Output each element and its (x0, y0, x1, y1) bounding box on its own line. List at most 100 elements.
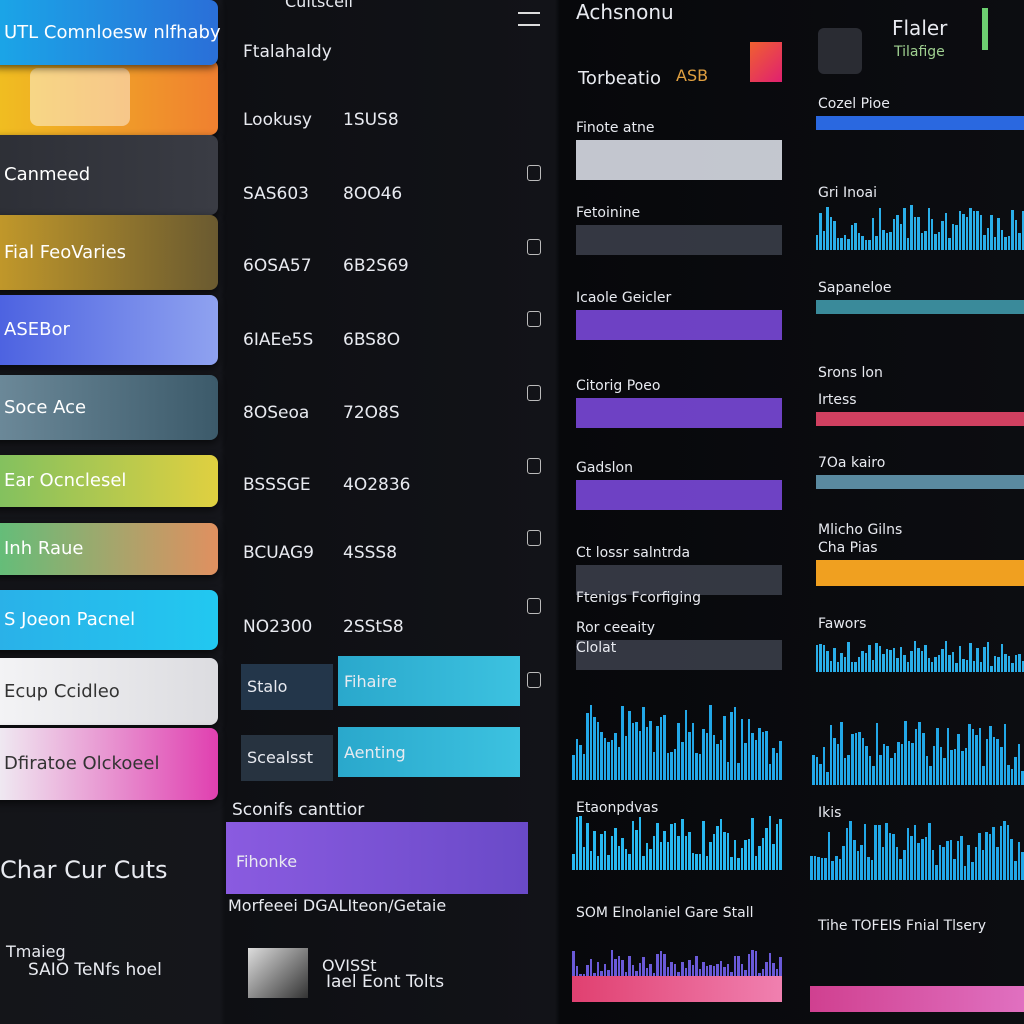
bar-shape (716, 826, 719, 870)
bar-shape (744, 839, 747, 870)
bar-shape (586, 965, 589, 980)
bar-shape (698, 754, 702, 780)
sidebar-button[interactable]: Inh Raue (0, 523, 218, 575)
card-title: Gadslon (576, 460, 633, 476)
sidebar-label: UTL Comnloesw nlfhaby (4, 21, 221, 43)
bar-shape (899, 858, 903, 880)
bar-shape (603, 830, 607, 870)
sidebar-button[interactable]: Soce Ace (0, 375, 218, 440)
bar-shape (850, 225, 854, 250)
bar-shape (965, 659, 969, 672)
row-icon[interactable] (527, 672, 541, 688)
bar-shape (935, 865, 938, 880)
bar-shape (684, 967, 688, 980)
card-bar (576, 565, 782, 595)
button[interactable]: Scealsst (241, 735, 333, 781)
bar-shape (937, 655, 941, 672)
bar-shape (617, 846, 621, 870)
row-icon[interactable] (527, 239, 541, 255)
bar-shape (705, 732, 709, 780)
sidebar-label: Canmeed (4, 164, 91, 185)
bar-shape (971, 862, 974, 880)
bar-shape (730, 971, 733, 980)
decorative-bars (572, 815, 782, 870)
bar-shape (579, 745, 582, 780)
bar-shape (899, 224, 903, 250)
bar-shape (917, 217, 920, 250)
bar-shape (813, 855, 817, 880)
bar-shape (941, 221, 944, 250)
card-title: Fawors (818, 616, 867, 632)
sidebar-button[interactable]: Fial FeoVaries (0, 215, 218, 290)
bar-shape (680, 961, 684, 980)
bar-shape (820, 858, 824, 880)
bar-shape (775, 752, 779, 780)
sidebar-button[interactable]: Canmeed (0, 135, 218, 215)
bar-shape (958, 211, 962, 250)
bar-shape (918, 721, 921, 785)
bar-shape (888, 832, 892, 880)
bar-shape (758, 845, 761, 870)
bar-shape (719, 960, 723, 980)
bar-shape (607, 969, 610, 980)
row-icon[interactable] (527, 385, 541, 401)
button[interactable]: Aenting (338, 727, 520, 777)
bar-shape (990, 665, 993, 672)
bar-shape (927, 658, 930, 672)
row-value: 4O2836 (343, 475, 411, 495)
bar-shape (836, 744, 840, 785)
bar-shape (847, 239, 850, 250)
bar-shape (670, 823, 673, 870)
button[interactable]: Stalo (241, 664, 333, 710)
bar-shape (600, 731, 603, 780)
bar-shape (702, 820, 705, 870)
app-icon[interactable] (818, 28, 862, 74)
bar-shape (621, 959, 624, 980)
bar-shape (896, 214, 899, 250)
bar-shape (840, 653, 843, 672)
bar-shape (893, 753, 897, 785)
card-title: Mlicho Gilns (818, 522, 903, 538)
sidebar-button[interactable]: Dfiratoe Olckoeel (0, 728, 218, 800)
bar-shape (877, 825, 881, 880)
bar-shape (610, 950, 614, 980)
row-icon[interactable] (527, 598, 541, 614)
card-title: Ftenigs Fcorfiging (576, 590, 701, 606)
row-icon[interactable] (527, 458, 541, 474)
bar-shape (885, 232, 889, 250)
sidebar-button[interactable]: Ear Ocnclesel (0, 455, 218, 507)
bar-shape (575, 738, 579, 780)
row-label: 6OSA57 (243, 256, 312, 276)
bar-shape (709, 964, 712, 980)
highlight-bar[interactable]: Fihonke (226, 822, 528, 894)
bar-shape (1014, 219, 1018, 250)
sidebar-button[interactable] (0, 60, 218, 135)
bar-shape (1018, 232, 1021, 250)
sidebar-button[interactable]: Ecup Ccidleo (0, 658, 218, 725)
sidebar-button[interactable]: S Joeon Pacnel (0, 590, 218, 650)
accent-bar (982, 8, 988, 50)
bar-shape (953, 748, 957, 785)
card-title: Irtess (818, 392, 857, 408)
row-icon[interactable] (527, 165, 541, 181)
bar-shape (1017, 841, 1021, 880)
bar-shape (819, 212, 822, 250)
brand-sub: Tilafige (894, 44, 945, 60)
menu-icon[interactable] (518, 12, 540, 26)
bar-shape (964, 748, 968, 785)
row-icon[interactable] (527, 311, 541, 327)
sidebar-button[interactable]: ASEBor (0, 295, 218, 365)
bar-shape (833, 738, 836, 785)
bar-shape (979, 661, 983, 672)
card-bar (576, 225, 782, 255)
bar-shape (589, 850, 593, 870)
sidebar-button[interactable]: UTL Comnloesw nlfhaby (0, 0, 221, 65)
row-value: 2SStS8 (343, 617, 404, 637)
bar-shape (906, 661, 910, 672)
row-icon[interactable] (527, 530, 541, 546)
button[interactable]: Fihaire (338, 656, 520, 706)
bar-shape (826, 771, 829, 785)
bar-shape (967, 845, 971, 880)
